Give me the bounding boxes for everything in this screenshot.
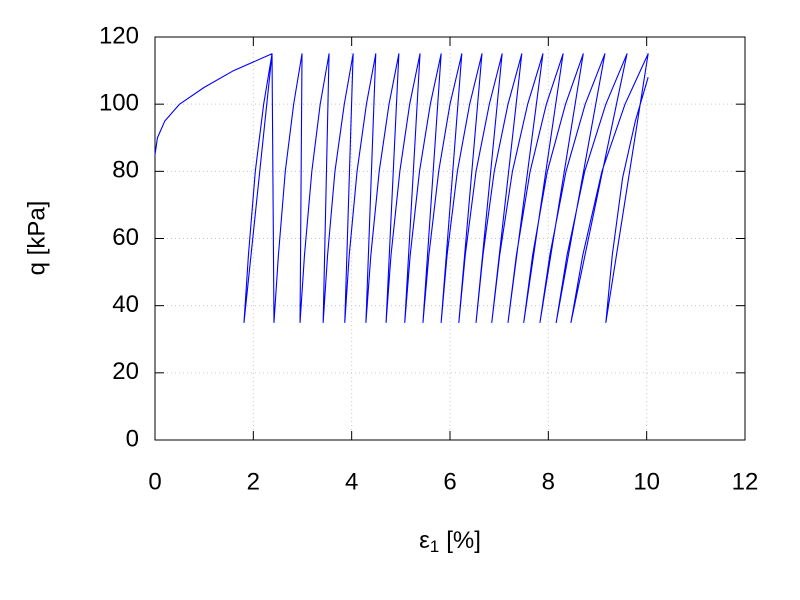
x-tick-label: 10 bbox=[633, 468, 660, 495]
plot-frame bbox=[154, 36, 746, 441]
y-tick-label: 0 bbox=[126, 425, 139, 452]
data-line bbox=[154, 53, 649, 324]
x-tick-label: 12 bbox=[732, 468, 759, 495]
x-tick-label: 4 bbox=[345, 468, 358, 495]
x-tick-label: 8 bbox=[542, 468, 555, 495]
y-tick-label: 120 bbox=[99, 22, 139, 49]
y-tick-label: 40 bbox=[112, 291, 139, 318]
y-tick-label: 20 bbox=[112, 358, 139, 385]
x-label-unit: [%] bbox=[446, 527, 481, 554]
x-tick-label: 6 bbox=[443, 468, 456, 495]
y-tick-label: 80 bbox=[112, 157, 139, 184]
x-axis-label: ε1 [%] bbox=[419, 527, 481, 556]
x-label-subscript: 1 bbox=[430, 537, 439, 556]
x-label-symbol: ε bbox=[419, 527, 430, 554]
y-tick-label: 100 bbox=[99, 90, 139, 117]
y-tick-label: 60 bbox=[112, 224, 139, 251]
y-axis-label: q [kPa] bbox=[23, 201, 50, 276]
x-tick-label: 2 bbox=[247, 468, 260, 495]
x-tick-label: 0 bbox=[148, 468, 161, 495]
